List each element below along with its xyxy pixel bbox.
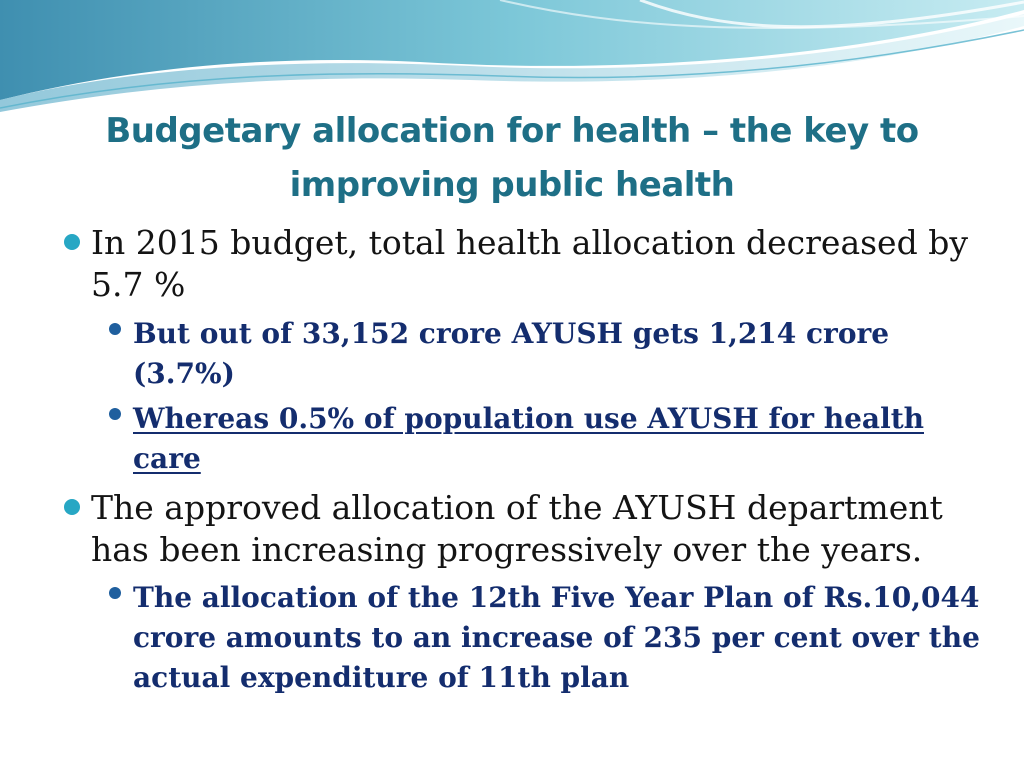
bullet-text: The allocation of the 12th Five Year Pla… xyxy=(133,581,980,694)
decorative-wave-header xyxy=(0,0,1024,112)
bullet-text: But out of 33,152 crore AYUSH gets 1,214… xyxy=(133,317,890,390)
bullet-item: The approved allocation of the AYUSH dep… xyxy=(91,487,991,571)
bullet-subitem: The allocation of the 12th Five Year Pla… xyxy=(133,578,993,698)
bullet-subitem: But out of 33,152 crore AYUSH gets 1,214… xyxy=(133,314,993,394)
bullet-dot-icon xyxy=(109,408,121,420)
bullet-dot-icon xyxy=(64,234,80,250)
slide-title: Budgetary allocation for health – the ke… xyxy=(105,111,919,205)
bullet-text: In 2015 budget, total health allocation … xyxy=(91,223,968,304)
bullet-text: Whereas 0.5% of population use AYUSH for… xyxy=(133,402,924,475)
bullet-dot-icon xyxy=(109,587,121,599)
bullet-subitem: Whereas 0.5% of population use AYUSH for… xyxy=(133,399,993,479)
bullet-dot-icon xyxy=(109,323,121,335)
bullet-item: In 2015 budget, total health allocation … xyxy=(91,222,991,306)
bullet-text: The approved allocation of the AYUSH dep… xyxy=(91,488,943,569)
bullet-dot-icon xyxy=(64,499,80,515)
